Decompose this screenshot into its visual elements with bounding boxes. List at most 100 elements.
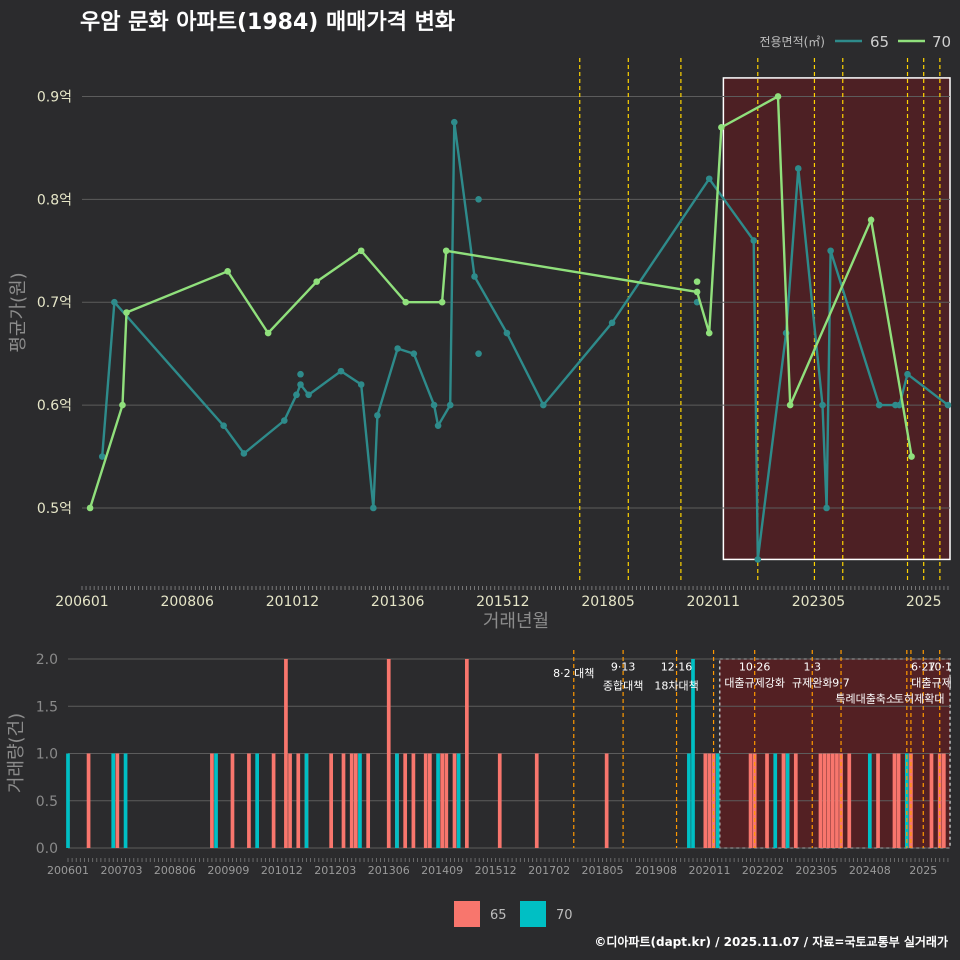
bar-65 (703, 753, 708, 848)
data-point-70 (402, 298, 410, 306)
data-point-65 (475, 350, 482, 357)
bar-65 (465, 659, 469, 848)
bar-65 (284, 659, 288, 848)
data-point-65 (434, 422, 442, 429)
bar-65 (411, 753, 416, 848)
y-tick-label-bottom: 0.5 (36, 794, 58, 810)
data-point-70 (442, 247, 450, 255)
data-point-70 (786, 401, 794, 409)
bar-65 (822, 753, 827, 848)
data-point-65 (904, 370, 911, 378)
policy-annotation: 대출규제 (911, 677, 951, 690)
y-tick-label-bottom: 1.5 (36, 699, 58, 715)
bar-65 (247, 753, 251, 848)
bar-65 (440, 753, 445, 848)
x-tick-label-bottom: 201908 (635, 864, 677, 877)
data-point-70 (774, 93, 782, 100)
bar-65 (329, 753, 334, 848)
data-point-65 (503, 329, 511, 337)
bar-65 (288, 753, 292, 848)
bar-65 (296, 753, 301, 848)
data-point-65 (357, 381, 365, 388)
data-point-70 (313, 278, 321, 285)
x-tick-label: 201306 (371, 594, 425, 610)
bar-65 (427, 753, 432, 848)
bar-70 (358, 753, 362, 848)
data-point-65 (944, 401, 952, 409)
data-point-70 (123, 309, 130, 316)
bar-70 (214, 753, 218, 848)
data-point-70 (718, 124, 725, 131)
x-tick-label: 202305 (792, 594, 845, 610)
data-point-70 (867, 216, 875, 224)
x-tick-label-bottom: 201702 (528, 864, 570, 877)
policy-annotation: 10·1 (927, 661, 952, 674)
bar-70 (456, 753, 461, 848)
data-point-65 (410, 350, 418, 357)
policy-annotation: 18차대책 (654, 679, 698, 692)
legend-label-70: 70 (932, 33, 951, 51)
bar-65 (835, 753, 839, 848)
bar-65 (341, 753, 346, 848)
x-tick-label-bottom: 2025 (909, 864, 937, 877)
y-tick-label-bottom: 0.0 (36, 841, 58, 857)
data-point-65 (220, 422, 227, 429)
data-point-65 (281, 417, 288, 424)
bar-65 (830, 753, 835, 848)
data-point-65 (875, 401, 883, 409)
x-tick-label-bottom: 201409 (421, 864, 463, 877)
bar-65 (497, 753, 502, 848)
data-point-65 (297, 381, 304, 388)
x-tick-label-bottom: 200601 (47, 864, 89, 877)
legend-swatch-bar-70 (520, 901, 546, 927)
policy-annotation: 8·2 대책 (553, 667, 594, 680)
policy-annotation: 1·3 (804, 661, 822, 674)
data-point-65 (827, 247, 834, 255)
legend-label-65: 65 (870, 33, 889, 51)
legend-label-bar-70: 70 (556, 908, 573, 923)
bar-70 (773, 753, 778, 848)
bar-65 (892, 753, 897, 848)
policy-annotation: 특례대출축소 (835, 693, 896, 706)
x-tick-label-bottom: 200806 (154, 864, 196, 877)
bar-70 (687, 753, 691, 848)
x-tick-label: 201805 (581, 594, 634, 610)
bar-65 (929, 753, 934, 848)
bar-65 (386, 659, 391, 848)
x-tick-label-bottom: 201805 (582, 864, 624, 877)
data-point-70 (264, 329, 272, 337)
bar-65 (793, 753, 798, 848)
bar-65 (748, 753, 753, 848)
x-tick-label-bottom: 201203 (314, 864, 356, 877)
bar-65 (210, 753, 214, 848)
highlight-region (722, 77, 951, 561)
x-tick-label-bottom: 202202 (742, 864, 784, 877)
data-point-65 (111, 298, 118, 306)
x-tick-label-bottom: 202011 (688, 864, 730, 877)
policy-annotation: 종합대책 (603, 679, 643, 692)
data-point-65 (540, 401, 547, 409)
data-point-70 (357, 247, 365, 255)
data-point-65 (305, 391, 312, 399)
bar-70 (304, 753, 309, 848)
policy-annotation: 9·13 (611, 661, 636, 674)
bar-65 (896, 753, 901, 848)
data-point-70 (119, 401, 126, 409)
data-point-65 (370, 504, 377, 512)
y-tick-label-bottom: 1.0 (36, 747, 58, 763)
bar-70 (123, 753, 128, 848)
bar-65 (230, 753, 235, 848)
bar-65 (115, 753, 120, 848)
x-tick-label: 200601 (55, 594, 108, 610)
page-title: 우암 문화 아파트(1984) 매매가격 변화 (80, 10, 456, 35)
data-point-65 (705, 175, 713, 183)
data-point-65 (374, 412, 381, 419)
data-point-65 (823, 504, 830, 512)
policy-annotation: 10·26 (739, 661, 771, 674)
x-tick-label-bottom: 201512 (475, 864, 517, 877)
x-tick-label: 201512 (476, 594, 529, 610)
bar-65 (86, 753, 91, 848)
data-point-65 (337, 367, 345, 375)
x-tick-label: 200806 (160, 594, 214, 610)
